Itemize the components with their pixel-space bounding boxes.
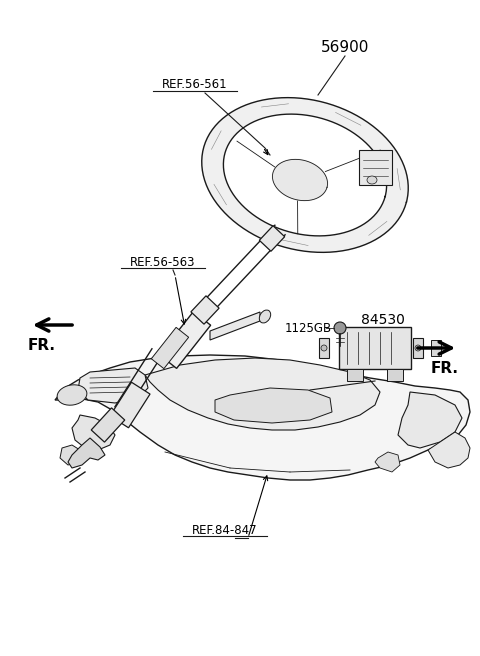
Polygon shape: [151, 327, 189, 369]
Polygon shape: [319, 338, 329, 358]
Ellipse shape: [321, 345, 327, 351]
Text: REF.56-563: REF.56-563: [130, 255, 196, 268]
Text: 84530: 84530: [361, 313, 405, 327]
Polygon shape: [78, 368, 148, 403]
Polygon shape: [72, 415, 115, 450]
Ellipse shape: [259, 310, 271, 323]
Polygon shape: [347, 369, 363, 381]
Text: REF.84-847: REF.84-847: [192, 523, 258, 537]
Polygon shape: [55, 355, 470, 480]
Text: FR.: FR.: [431, 361, 459, 376]
Polygon shape: [91, 408, 125, 442]
Polygon shape: [339, 327, 411, 369]
Polygon shape: [159, 312, 211, 369]
Ellipse shape: [57, 385, 87, 405]
Polygon shape: [273, 159, 327, 201]
Polygon shape: [210, 312, 260, 340]
Polygon shape: [110, 382, 150, 428]
Polygon shape: [259, 226, 285, 251]
Polygon shape: [428, 432, 470, 468]
Text: REF.56-561: REF.56-561: [162, 79, 228, 91]
Polygon shape: [68, 438, 105, 468]
Text: FR.: FR.: [28, 338, 56, 353]
Ellipse shape: [334, 322, 346, 334]
Text: 56900: 56900: [321, 41, 369, 56]
Polygon shape: [223, 114, 386, 236]
Ellipse shape: [367, 176, 377, 184]
Polygon shape: [431, 340, 441, 356]
Polygon shape: [145, 358, 380, 430]
Polygon shape: [375, 452, 400, 472]
Text: 1125GB: 1125GB: [285, 321, 332, 335]
Polygon shape: [215, 388, 332, 423]
Polygon shape: [413, 338, 423, 358]
Polygon shape: [60, 445, 80, 465]
Polygon shape: [359, 150, 392, 185]
Polygon shape: [191, 296, 219, 324]
Polygon shape: [202, 98, 408, 253]
Polygon shape: [398, 392, 462, 448]
Ellipse shape: [415, 345, 421, 351]
Polygon shape: [387, 369, 403, 381]
